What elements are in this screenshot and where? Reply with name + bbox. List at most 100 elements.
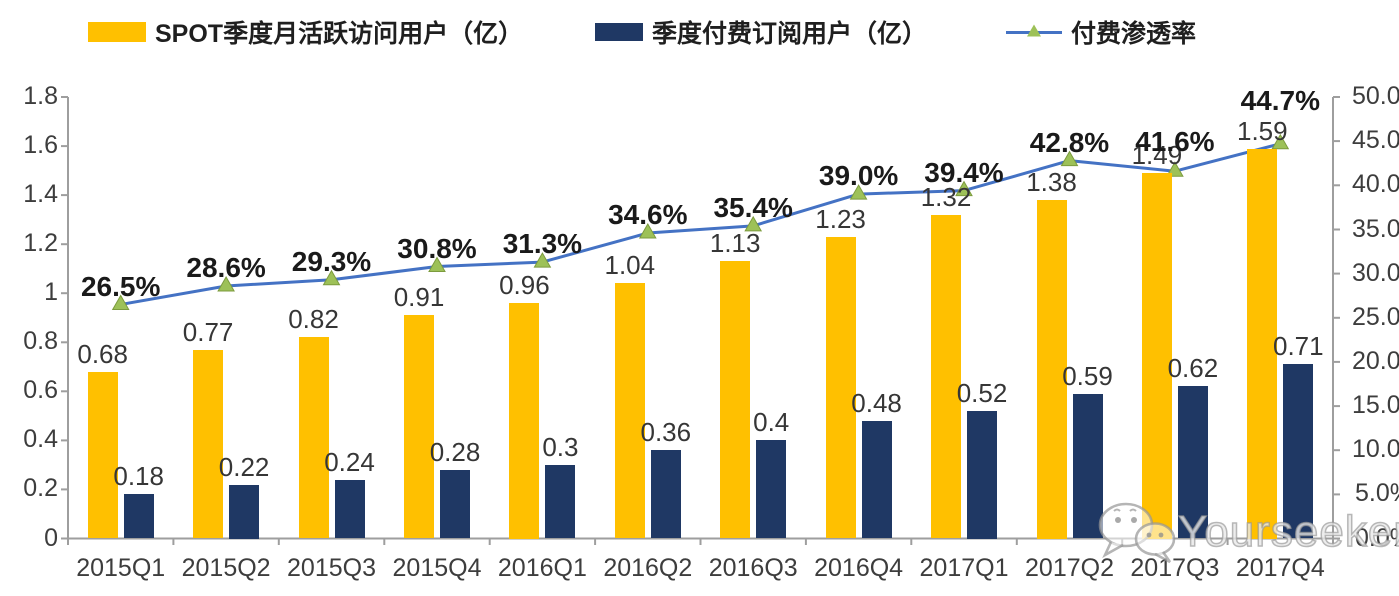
mau-value-label: 1.49 [1131, 140, 1183, 170]
subscribers-bar [229, 484, 260, 539]
left-axis-tick-label: 1.2 [23, 229, 58, 258]
subscribers-value-label: 0.36 [640, 417, 692, 448]
mau-bar [931, 214, 961, 539]
mau-legend-label: SPOT季度月活跃访问用户（亿） [155, 20, 524, 48]
mau-value-label: 1.59 [1236, 115, 1288, 146]
legend-item-mau: SPOT季度月活跃访问用户（亿） [88, 14, 523, 50]
mau-value-label: 0.96 [499, 270, 550, 300]
mau-bar [404, 315, 434, 539]
penetration-label: 28.6% [186, 252, 266, 283]
mau-bar [1141, 173, 1172, 539]
subscribers-legend-swatch [595, 23, 643, 41]
legend-item-penetration: 付费渗透率 [1006, 14, 1196, 50]
mau-bar [720, 261, 751, 539]
penetration-label: 42.8% [1029, 126, 1110, 158]
right-axis-tick-label: 50.0% [1352, 82, 1399, 110]
mau-legend-swatch [88, 22, 146, 42]
x-axis-label: 2015Q1 [76, 554, 166, 582]
penetration-label: 31.3% [502, 228, 583, 260]
x-axis-label: 2017Q1 [919, 554, 1009, 582]
right-axis-tick-label: 25.0% [1352, 302, 1399, 331]
x-axis-label: 2015Q4 [392, 554, 482, 582]
subscribers-bar [1283, 364, 1314, 539]
x-axis-label: 2016Q2 [603, 554, 693, 582]
left-axis-tick-label: 0.4 [23, 425, 58, 454]
subscribers-bar [861, 420, 892, 539]
right-axis-tick-label: 45.0% [1352, 126, 1399, 155]
x-axis-label: 2016Q3 [708, 554, 798, 582]
mau-bar [193, 349, 224, 539]
subscribers-bar [334, 479, 365, 539]
subscribers-value-label: 0.59 [1062, 360, 1113, 391]
subscribers-value-label: 0.4 [753, 407, 790, 438]
mau-bar [825, 236, 856, 539]
mau-value-label: 1.32 [920, 181, 972, 212]
legend-item-subscribers: 季度付费订阅用户（亿） [595, 14, 927, 50]
subscribers-value-label: 0.22 [218, 451, 270, 482]
subscribers-bar [967, 411, 997, 539]
line-legend-marker [1006, 24, 1062, 37]
left-axis-tick-label: 1.6 [23, 131, 58, 160]
subscribers-bar [545, 464, 576, 539]
mau-value-label: 0.91 [393, 282, 445, 313]
subscribers-value-label: 0.3 [542, 431, 579, 462]
mau-value-label: 1.13 [709, 228, 761, 259]
wechat-icon [1098, 502, 1176, 564]
mau-value-label: 0.82 [288, 304, 339, 335]
right-axis-tick-label: 5.0% [1355, 479, 1399, 508]
x-axis-label: 2015Q3 [287, 554, 376, 582]
right-axis-tick-label: 0.0% [1355, 523, 1399, 552]
left-axis-tick-label: 1 [44, 278, 58, 307]
left-axis-tick-label: 0.8 [23, 327, 58, 356]
subscribers-value-label: 0.28 [429, 436, 481, 467]
x-axis-label: 2016Q1 [497, 554, 587, 582]
subscribers-value-label: 0.62 [1167, 353, 1219, 384]
subscribers-bar [1177, 386, 1208, 539]
mau-value-label: 0.77 [182, 316, 234, 347]
penetration-label: 35.4% [713, 191, 793, 223]
penetration-label: 39.4% [924, 156, 1004, 188]
subscribers-bar [440, 469, 470, 539]
left-axis-tick-label: 1.8 [23, 82, 58, 110]
subscribers-legend-label: 季度付费订阅用户（亿） [652, 20, 928, 48]
subscribers-value-label: 0.71 [1272, 331, 1324, 362]
mau-bar [509, 303, 540, 539]
subscribers-bar [650, 450, 681, 539]
right-axis-tick-label: 30.0% [1352, 258, 1399, 287]
mau-bar [614, 283, 645, 539]
mau-value-label: 1.04 [604, 250, 656, 281]
subscribers-value-label: 0.18 [113, 461, 164, 492]
penetration-legend-label: 付费渗透率 [1071, 20, 1197, 48]
mau-value-label: 1.38 [1026, 167, 1077, 197]
right-axis-tick-label: 40.0% [1352, 170, 1399, 199]
penetration-label: 41.6% [1135, 126, 1215, 158]
right-axis-tick-label: 10.0% [1352, 435, 1399, 464]
subscribers-bar [1072, 393, 1103, 539]
x-axis-label: 2015Q2 [181, 554, 271, 582]
penetration-label: 26.5% [80, 270, 161, 302]
mau-bar [1247, 148, 1278, 539]
x-axis-label: 2017Q2 [1025, 554, 1114, 582]
x-axis-label: 2017Q4 [1235, 554, 1325, 582]
left-axis-tick-label: 0.6 [23, 376, 58, 405]
mau-bar [87, 371, 118, 539]
mau-value-label: 0.68 [77, 338, 128, 369]
left-axis-tick-label: 1.4 [23, 180, 58, 209]
mau-value-label: 1.23 [815, 203, 866, 234]
mau-bar [298, 337, 329, 539]
right-axis-tick-label: 35.0% [1352, 214, 1399, 243]
left-axis-tick-label: 0 [44, 523, 58, 552]
penetration-label: 39.0% [818, 160, 899, 192]
subscribers-value-label: 0.24 [324, 446, 375, 477]
watermark-text: Yourseeker [1177, 506, 1399, 557]
right-axis-tick-label: 15.0% [1352, 391, 1399, 420]
penetration-label: 44.7% [1240, 84, 1320, 116]
subscribers-bar [756, 440, 787, 539]
subscribers-bar [123, 494, 154, 539]
mau-bar [1036, 200, 1067, 539]
right-axis-tick-label: 20.0% [1352, 346, 1399, 375]
subscribers-value-label: 0.48 [851, 387, 902, 418]
subscribers-value-label: 0.52 [956, 378, 1008, 408]
penetration-label: 30.8% [397, 232, 477, 264]
